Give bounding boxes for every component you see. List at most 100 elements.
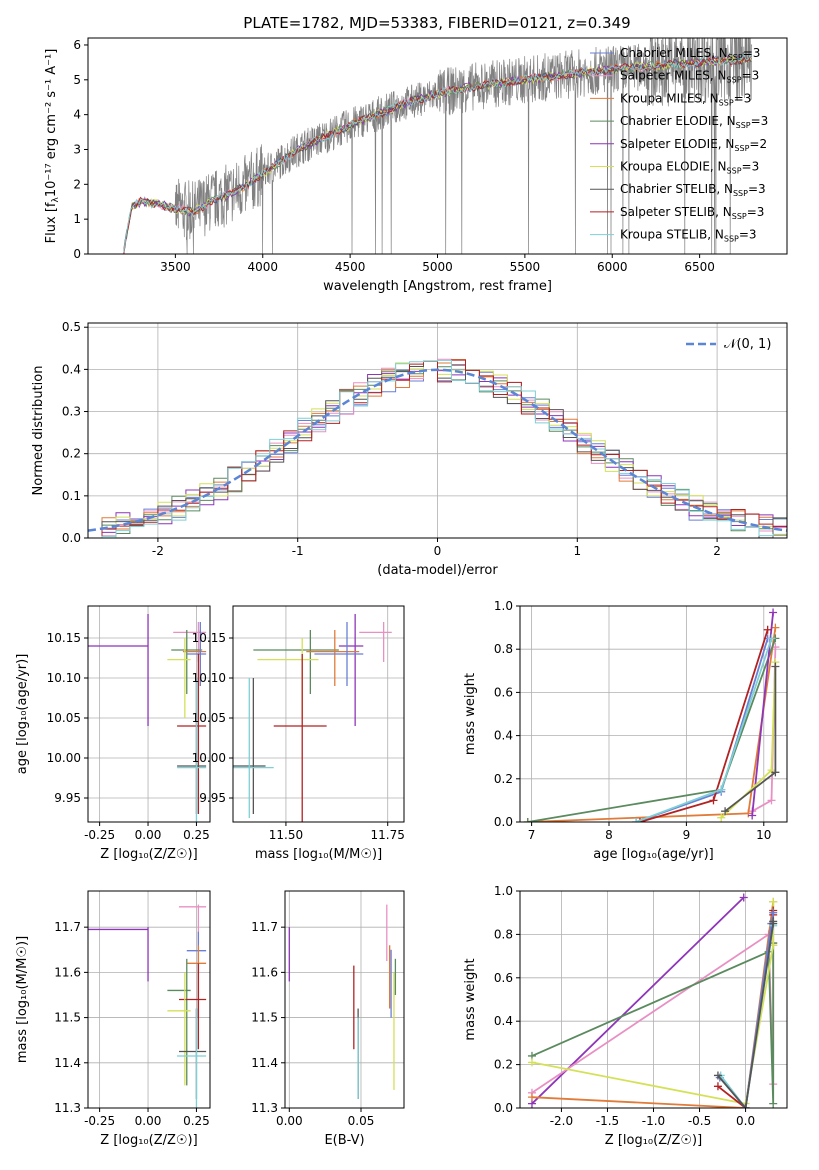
data-point [769, 1099, 778, 1108]
ticks: 3500 4000 4500 5000 5500 6000 6500 0 1 2 3 4 5 6 [73, 38, 715, 274]
x-tick-label: -1.0 [642, 1114, 665, 1128]
y-axis-label: Normed distribution [31, 366, 46, 496]
y-tick-label: 0.8 [494, 642, 513, 656]
data-point [527, 1058, 536, 1067]
data-point [717, 813, 726, 822]
x-tick-label: -1.5 [596, 1114, 619, 1128]
data-point [769, 608, 778, 617]
legend-entry: Kroupa ELODIE, NSSP=3 [620, 160, 759, 176]
y-tick-label: 0.2 [494, 1058, 513, 1072]
data-point [713, 1071, 722, 1080]
y-axis-label: age [log₁₀(age/yr)] [15, 654, 30, 775]
y-tick-label: 0.0 [494, 1101, 513, 1115]
y-tick-label: 11.6 [251, 965, 278, 979]
y-tick-label: 10.15 [192, 631, 226, 645]
x-axis-label: E(B-V) [324, 1133, 364, 1148]
y-tick-label: 10.10 [192, 671, 226, 685]
y-axis-label: mass weight [463, 958, 478, 1040]
data-point [769, 897, 778, 906]
y-axis-label: mass weight [463, 673, 478, 755]
legend-entry: Salpeter ELODIE, NSSP=2 [620, 137, 767, 153]
y-tick-label: 0.4 [494, 1014, 513, 1028]
plot-area [88, 358, 787, 538]
x-tick-label: 8 [605, 828, 613, 842]
data-point [635, 818, 644, 822]
series-line [531, 896, 745, 1105]
y-tick-label: 11.5 [251, 1011, 278, 1025]
x-tick-label: 7 [528, 828, 536, 842]
x-axis-label: wavelength [Angstrom, rest frame] [323, 279, 552, 294]
data-point [763, 625, 772, 634]
legend-entry: Kroupa STELIB, NSSP=3 [620, 228, 757, 244]
data-point [771, 662, 780, 671]
x-tick-label: 0.05 [348, 1114, 375, 1128]
ticks: -0.25 0.00 0.25 9.95 10.00 10.05 10.10 10.15 [47, 631, 210, 842]
y-tick-label: 11.7 [251, 920, 278, 934]
y-tick-label: 0.6 [494, 685, 513, 699]
chart-mass_vs_ebv: 0.00 0.05 11.3 11.4 11.5 11.6 11.7 E(B-V) [251, 890, 405, 1148]
plot-area [88, 614, 207, 822]
legend-entry: Salpeter MILES, NSSP=3 [620, 69, 759, 85]
y-tick-label: 11.6 [54, 965, 81, 979]
y-tick-label: 0.1 [62, 489, 81, 503]
ticks: -0.25 0.00 0.25 11.3 11.4 11.5 11.6 11.7 [54, 920, 210, 1128]
x-tick-label: -2 [152, 544, 164, 558]
y-tick-label: 0.5 [62, 320, 81, 334]
plot-area [88, 904, 207, 1108]
data-point [739, 893, 748, 902]
data-point [741, 1104, 750, 1108]
x-tick-label: 10 [756, 828, 771, 842]
y-axis-label: mass [log₁₀(M/M☉)] [15, 936, 30, 1063]
chart-residuals: -2 -1 0 1 2 0.0 0.1 0.2 0.3 0.4 0.5 (data-model)/er… [31, 320, 788, 578]
y-tick-label: 11.3 [54, 1101, 81, 1115]
histogram-c8 [88, 359, 787, 538]
legend-entry: Chabrier STELIB, NSSP=3 [620, 182, 766, 198]
x-axis-label: Z [log₁₀(Z/Z☉)] [100, 1133, 197, 1148]
spectrum-legend: Chabrier MILES, NSSP=3 Salpeter MILES, NS… [590, 46, 768, 244]
ticks: -2.0 -1.5 -1.0 -0.5 0.0 0.0 0.2 0.4 0.6 0.8 1.0 [494, 884, 755, 1128]
series-line [531, 901, 775, 1108]
y-tick-label: 0.3 [62, 405, 81, 419]
y-tick-label: 11.4 [54, 1056, 81, 1070]
y-tick-label: 9.95 [54, 791, 81, 805]
x-tick-label: 6000 [597, 260, 628, 274]
data-point [767, 796, 776, 805]
axes-frame [87, 890, 211, 1109]
axes-frame [519, 890, 788, 1109]
y-tick-label: 10.05 [47, 711, 81, 725]
chart-spectrum: 3500 4000 4500 5000 5500 6000 6500 0 1 2 3 4 5 6 wavel… [44, 37, 788, 294]
data-point [527, 1093, 536, 1102]
y-tick-label: 10.15 [47, 631, 81, 645]
x-tick-label: -2.0 [550, 1114, 573, 1128]
legend-entry: Kroupa MILES, NSSP=3 [620, 91, 751, 107]
y-tick-label: 0.8 [494, 927, 513, 941]
plot-area [233, 614, 392, 822]
y-tick-label: 1.0 [494, 884, 513, 898]
ticks: 7 8 9 10 0.0 0.2 0.4 0.6 0.8 1.0 [494, 599, 772, 842]
y-tick-label: 10.05 [192, 711, 226, 725]
legend-entry: Salpeter STELIB, NSSP=3 [620, 205, 764, 221]
data-point [523, 818, 532, 822]
plot-area [123, 38, 753, 254]
y-tick-label: 10.00 [47, 751, 81, 765]
y-tick-label: 11.4 [251, 1056, 278, 1070]
y-tick-label: 4 [73, 108, 81, 122]
chart-age_vs_mass: 11.50 11.75 9.95 10.00 10.05 10.10 10.15 mass [… [192, 605, 405, 862]
axes-frame [284, 890, 405, 1109]
series-line [527, 638, 777, 822]
y-tick-label: 6 [73, 38, 81, 52]
plot-area [523, 608, 780, 822]
data-point [632, 818, 641, 822]
x-tick-label: 1 [573, 544, 581, 558]
normal-curve [88, 368, 787, 532]
y-tick-label: 0.0 [62, 531, 81, 545]
y-tick-label: 11.3 [251, 1101, 278, 1115]
y-tick-label: 0.6 [494, 971, 513, 985]
y-tick-label: 0.2 [494, 772, 513, 786]
x-tick-label: 5500 [510, 260, 541, 274]
y-tick-label: 3 [73, 142, 81, 156]
page-title: PLATE=1782, MJD=53383, FIBERID=0121, z=0… [243, 14, 630, 32]
ticks: 0.00 0.05 11.3 11.4 11.5 11.6 11.7 [251, 920, 374, 1128]
y-tick-label: 9.95 [199, 791, 226, 805]
y-tick-label: 11.7 [54, 920, 81, 934]
